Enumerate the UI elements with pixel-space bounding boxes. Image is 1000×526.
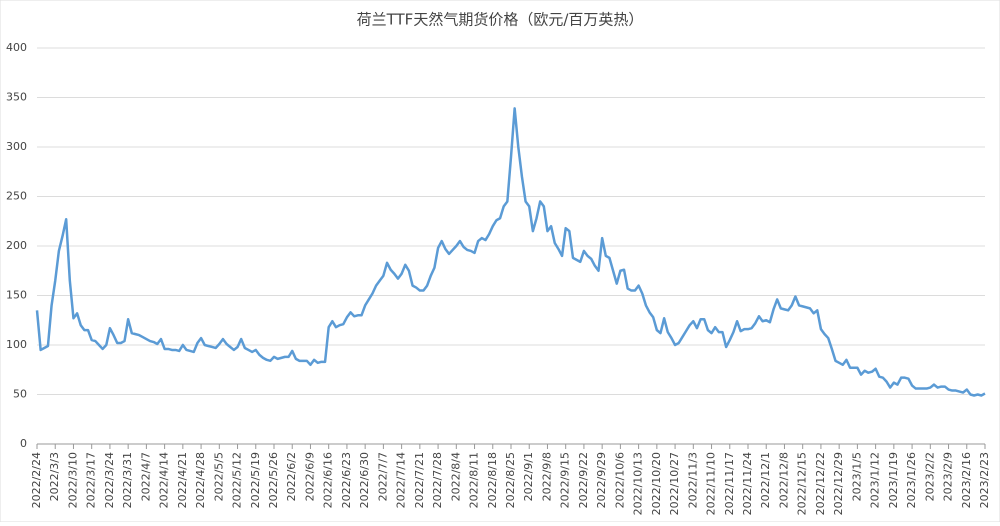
x-tick-label: 2022/4/7 — [139, 452, 152, 501]
x-tick-label: 2022/7/14 — [395, 452, 408, 508]
y-tick-label: 50 — [13, 388, 27, 401]
x-tick-label: 2022/11/24 — [741, 452, 754, 515]
x-tick-label: 2022/2/24 — [30, 452, 43, 508]
x-tick-label: 2022/5/26 — [267, 452, 280, 508]
x-tick-label: 2022/11/3 — [686, 452, 699, 508]
x-tick-label: 2022/12/29 — [832, 452, 845, 515]
x-tick-label: 2023/2/23 — [978, 452, 991, 508]
x-tick-label: 2022/11/10 — [705, 452, 718, 515]
y-tick-label: 350 — [6, 91, 27, 104]
x-tick-label: 2022/10/13 — [632, 452, 645, 515]
x-tick-label: 2022/9/15 — [559, 452, 572, 508]
x-tick-label: 2022/9/8 — [540, 452, 553, 501]
x-tick-label: 2022/8/11 — [468, 452, 481, 508]
y-tick-label: 400 — [6, 41, 27, 54]
x-tick-label: 2022/12/22 — [814, 452, 827, 515]
x-tick-label: 2022/10/27 — [668, 452, 681, 515]
x-tick-label: 2022/12/1 — [759, 452, 772, 508]
x-tick-label: 2022/5/12 — [231, 452, 244, 508]
x-tick-label: 2022/9/22 — [577, 452, 590, 508]
x-tick-label: 2022/9/1 — [522, 452, 535, 501]
chart-title: 荷兰TTF天然气期货价格（欧元/百万英热） — [357, 11, 644, 29]
y-tick-label: 250 — [6, 190, 27, 203]
x-tick-label: 2022/3/24 — [103, 452, 116, 508]
x-tick-label: 2022/10/20 — [650, 452, 663, 515]
x-tick-label: 2022/11/17 — [723, 452, 736, 515]
x-tick-label: 2022/6/16 — [322, 452, 335, 508]
x-tick-label: 2023/1/26 — [905, 452, 918, 508]
x-tick-label: 2023/2/9 — [942, 452, 955, 501]
x-tick-label: 2022/5/19 — [249, 452, 262, 508]
y-tick-label: 300 — [6, 140, 27, 153]
y-tick-label: 200 — [6, 239, 27, 252]
x-tick-label: 2022/8/4 — [449, 452, 462, 501]
x-tick-label: 2022/4/14 — [158, 452, 171, 508]
x-tick-label: 2022/7/7 — [376, 452, 389, 501]
x-tick-label: 2022/6/2 — [285, 452, 298, 501]
x-tick-label: 2022/6/9 — [303, 452, 316, 501]
y-tick-label: 100 — [6, 338, 27, 351]
x-tick-label: 2023/2/16 — [960, 452, 973, 508]
x-tick-label: 2022/8/25 — [504, 452, 517, 508]
x-tick-label: 2022/10/6 — [613, 452, 626, 508]
x-tick-label: 2022/5/5 — [212, 452, 225, 501]
x-tick-label: 2022/3/10 — [66, 452, 79, 508]
x-tick-label: 2022/3/3 — [48, 452, 61, 501]
x-tick-label: 2022/8/18 — [486, 452, 499, 508]
x-tick-label: 2022/4/28 — [194, 452, 207, 508]
x-tick-label: 2023/1/5 — [850, 452, 863, 501]
data-line — [35, 107, 986, 397]
x-tick-label: 2023/2/2 — [923, 452, 936, 501]
x-tick-label: 2022/9/29 — [595, 452, 608, 508]
x-tick-label: 2022/4/21 — [176, 452, 189, 508]
y-tick-label: 0 — [20, 437, 27, 450]
x-tick-label: 2023/1/12 — [869, 452, 882, 508]
x-tick-label: 2022/7/28 — [431, 452, 444, 508]
x-tick-label: 2022/12/8 — [777, 452, 790, 508]
x-tick-label: 2022/6/23 — [340, 452, 353, 508]
x-tick-label: 2022/3/31 — [121, 452, 134, 508]
x-tick-label: 2022/12/15 — [796, 452, 809, 515]
x-tick-label: 2023/1/19 — [887, 452, 900, 508]
x-tick-label: 2022/7/21 — [413, 452, 426, 508]
y-tick-label: 150 — [6, 289, 27, 302]
x-tick-label: 2022/3/17 — [85, 452, 98, 508]
x-tick-label: 2022/6/30 — [358, 452, 371, 508]
